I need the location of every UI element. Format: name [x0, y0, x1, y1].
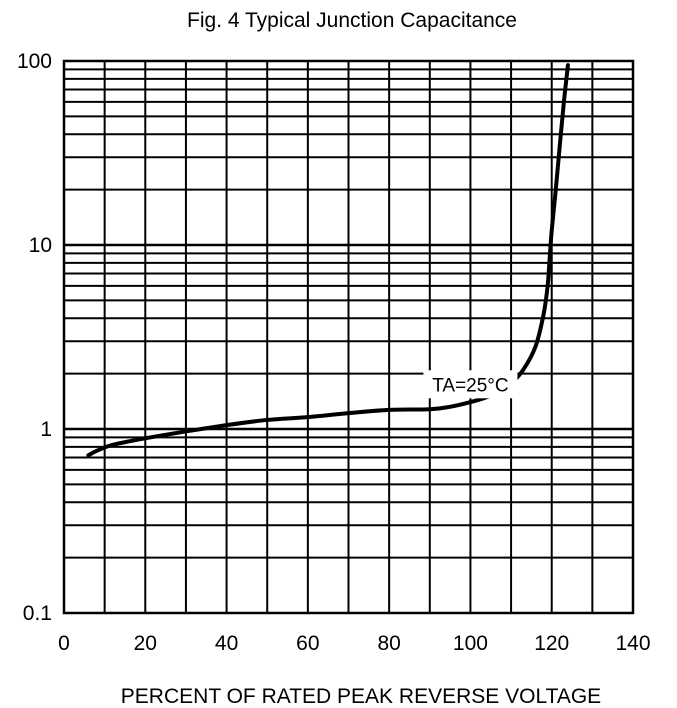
annotations: TA=25°C [423, 370, 518, 399]
plot-frame [62, 59, 635, 615]
x-tick-label: 140 [615, 632, 650, 655]
x-tick-label: 20 [134, 632, 157, 655]
x-tick-label: 60 [296, 632, 319, 655]
tick-labels: 0 20 40 60 80 100 120 140 0.1 1 10 100 [17, 50, 651, 655]
series-layer [86, 63, 570, 458]
temperature-annotation: TA=25°C [432, 375, 508, 396]
plot-border [62, 59, 635, 615]
x-tick-label: 100 [453, 632, 488, 655]
x-tick-label: 120 [534, 632, 569, 655]
chart-title: Fig. 4 Typical Junction Capacitance [187, 9, 517, 32]
y-tick-label: 100 [17, 50, 52, 73]
capacitance-curve [86, 63, 570, 458]
grid [64, 61, 633, 613]
x-tick-label: 80 [377, 632, 400, 655]
annotation-background [423, 370, 518, 399]
y-tick-label: 10 [29, 234, 52, 257]
x-axis-title: PERCENT OF RATED PEAK REVERSE VOLTAGE [121, 685, 601, 708]
y-tick-label: 1 [40, 418, 52, 441]
x-tick-label: 0 [58, 632, 70, 655]
y-tick-label: 0.1 [23, 602, 52, 625]
x-tick-label: 40 [215, 632, 238, 655]
